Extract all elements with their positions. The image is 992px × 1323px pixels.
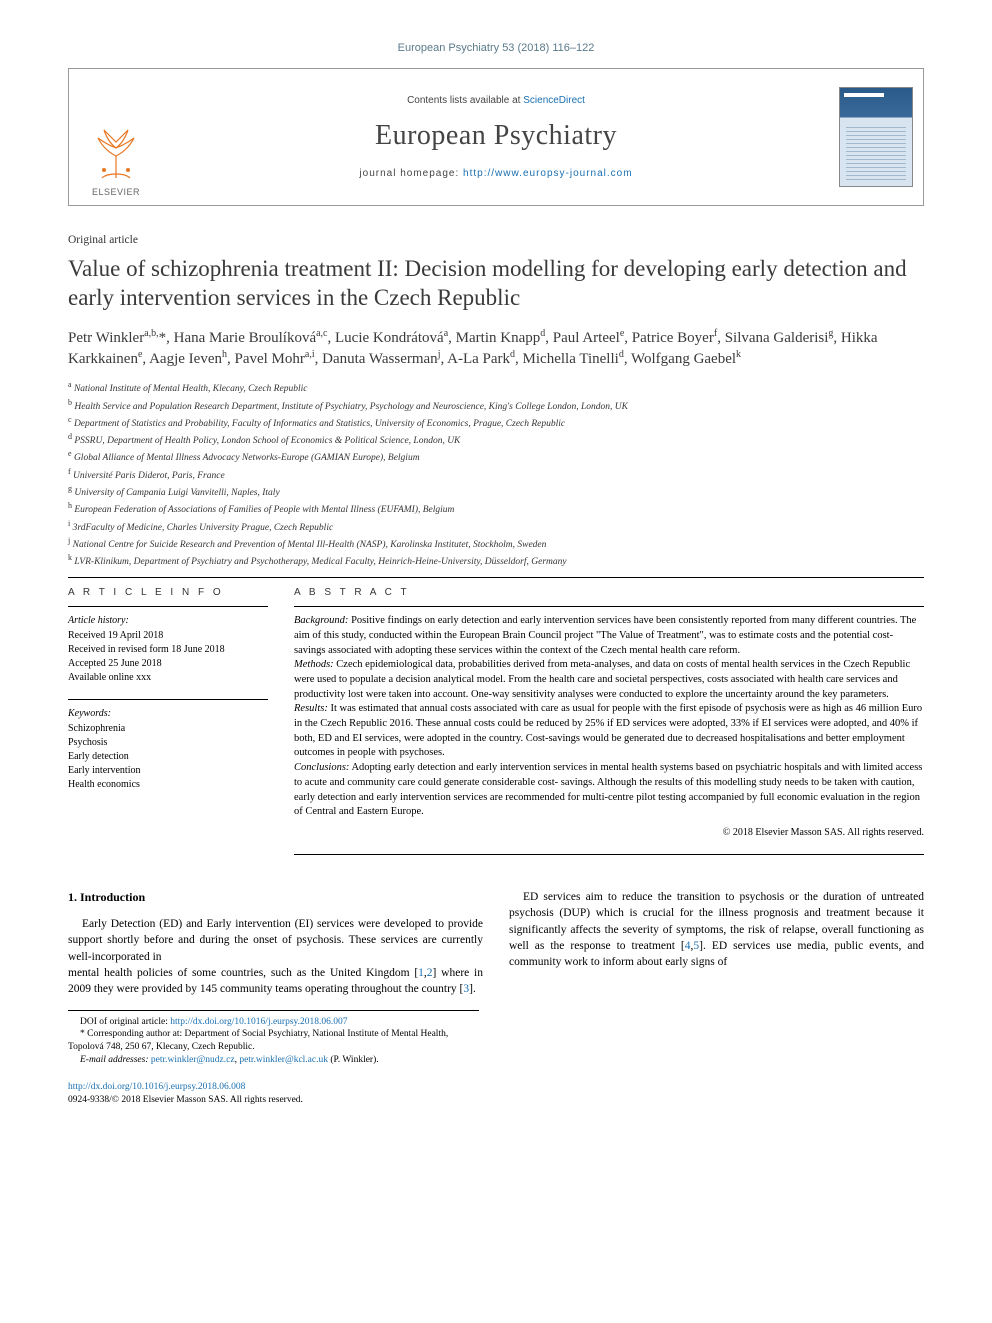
section-title: Introduction <box>77 890 145 904</box>
body-columns: 1. Introduction Early Detection (ED) and… <box>68 889 924 998</box>
journal-cover-thumbnail <box>839 87 913 187</box>
keyword: Early intervention <box>68 764 268 778</box>
page: European Psychiatry 53 (2018) 116–122 EL… <box>0 0 992 1137</box>
affiliation-line: g University of Campania Luigi Vanvitell… <box>68 483 924 500</box>
abstract-copyright: © 2018 Elsevier Masson SAS. All rights r… <box>294 826 924 840</box>
email-line: E-mail addresses: petr.winkler@nudz.cz, … <box>68 1054 479 1067</box>
article-history-block: Article history: Received 19 April 2018 … <box>68 606 268 685</box>
keyword: Health economics <box>68 778 268 792</box>
article-info-column: A R T I C L E I N F O Article history: R… <box>68 586 268 855</box>
affiliation-line: i 3rdFaculty of Medicine, Charles Univer… <box>68 518 924 535</box>
journal-name: European Psychiatry <box>375 120 617 152</box>
affiliation-line: j National Centre for Suicide Research a… <box>68 535 924 552</box>
corresponding-author: * Corresponding author at: Department of… <box>68 1028 479 1054</box>
article-title: Value of schizophrenia treatment II: Dec… <box>68 254 924 313</box>
info-abstract-row: A R T I C L E I N F O Article history: R… <box>68 586 924 855</box>
contents-prefix: Contents lists available at <box>407 95 523 106</box>
article-type: Original article <box>68 234 924 246</box>
affiliation-line: e Global Alliance of Mental Illness Advo… <box>68 448 924 465</box>
body-paragraph: ED services aim to reduce the transition… <box>509 889 924 971</box>
section-num: 1. <box>68 890 77 904</box>
email-link[interactable]: petr.winkler@nudz.cz <box>151 1055 235 1065</box>
keywords-block: Keywords: Schizophrenia Psychosis Early … <box>68 699 268 792</box>
publisher-name: ELSEVIER <box>92 187 140 197</box>
abstract-background: Background: Positive findings on early d… <box>294 614 924 658</box>
section-heading: 1. Introduction <box>68 889 483 906</box>
page-footer: http://dx.doi.org/10.1016/j.eurpsy.2018.… <box>68 1081 924 1108</box>
journal-reference: European Psychiatry 53 (2018) 116–122 <box>68 42 924 54</box>
elsevier-tree-icon <box>84 120 148 184</box>
publisher-logo-block: ELSEVIER <box>69 69 163 205</box>
sciencedirect-link[interactable]: ScienceDirect <box>523 95 585 106</box>
homepage-link[interactable]: http://www.europsy-journal.com <box>463 168 633 179</box>
history-line: Received 19 April 2018 <box>68 629 268 643</box>
email-label: E-mail addresses: <box>80 1055 149 1065</box>
affiliation-line: b Health Service and Population Research… <box>68 397 924 414</box>
abstract-conclusions: Conclusions: Adopting early detection an… <box>294 761 924 820</box>
email-suffix: (P. Winkler). <box>328 1055 379 1065</box>
homepage-line: journal homepage: http://www.europsy-jou… <box>359 168 632 179</box>
affiliation-line: k LVR-Klinikum, Department of Psychiatry… <box>68 552 924 569</box>
abstract-column: A B S T R A C T Background: Positive fin… <box>294 586 924 855</box>
affiliation-line: a National Institute of Mental Health, K… <box>68 379 924 396</box>
history-label: Article history: <box>68 614 268 628</box>
keyword: Early detection <box>68 750 268 764</box>
header-center: Contents lists available at ScienceDirec… <box>163 69 829 205</box>
history-line: Accepted 25 June 2018 <box>68 657 268 671</box>
abstract-bg-label: Background: <box>294 615 348 626</box>
affiliation-line: c Department of Statistics and Probabili… <box>68 414 924 431</box>
history-line: Available online xxx <box>68 671 268 685</box>
homepage-prefix: journal homepage: <box>359 168 463 179</box>
abstract-heading: A B S T R A C T <box>294 586 924 600</box>
issn-copyright: 0924-9338/© 2018 Elsevier Masson SAS. Al… <box>68 1094 924 1107</box>
abstract-results: Results: It was estimated that annual co… <box>294 702 924 761</box>
abstract-concl-text: Adopting early detection and early inter… <box>294 762 922 817</box>
abstract-bg-text: Positive findings on early detection and… <box>294 615 916 655</box>
rule <box>294 854 924 855</box>
footnotes: DOI of original article: http://dx.doi.o… <box>68 1010 479 1067</box>
abstract-results-label: Results: <box>294 703 328 714</box>
affiliation-line: f Université Paris Diderot, Paris, Franc… <box>68 466 924 483</box>
affiliation-line: h European Federation of Associations of… <box>68 500 924 517</box>
doi-label: DOI of original article: <box>80 1017 170 1027</box>
abstract-text: Background: Positive findings on early d… <box>294 606 924 840</box>
abstract-methods-label: Methods: <box>294 659 334 670</box>
affiliations-list: a National Institute of Mental Health, K… <box>68 379 924 569</box>
journal-header: ELSEVIER Contents lists available at Sci… <box>68 68 924 206</box>
email-link[interactable]: petr.winkler@kcl.ac.uk <box>239 1055 328 1065</box>
article-info-heading: A R T I C L E I N F O <box>68 586 268 600</box>
cover-thumb-block <box>829 69 923 205</box>
body-paragraph: Early Detection (ED) and Early intervent… <box>68 916 483 965</box>
history-line: Received in revised form 18 June 2018 <box>68 643 268 657</box>
doi-original-link[interactable]: http://dx.doi.org/10.1016/j.eurpsy.2018.… <box>170 1017 347 1027</box>
body-paragraph: mental health policies of some countries… <box>68 965 483 998</box>
authors-list: Petr Winklera,b,*, Hana Marie Broulíková… <box>68 327 924 370</box>
doi-original: DOI of original article: http://dx.doi.o… <box>68 1016 479 1029</box>
abstract-concl-label: Conclusions: <box>294 762 349 773</box>
affiliation-line: d PSSRU, Department of Health Policy, Lo… <box>68 431 924 448</box>
abstract-methods: Methods: Czech epidemiological data, pro… <box>294 658 924 702</box>
body-text: ]. <box>469 983 476 995</box>
abstract-methods-text: Czech epidemiological data, probabilitie… <box>294 659 910 699</box>
keyword: Schizophrenia <box>68 722 268 736</box>
keyword: Psychosis <box>68 736 268 750</box>
contents-available-line: Contents lists available at ScienceDirec… <box>407 95 585 106</box>
body-text: mental health policies of some countries… <box>68 967 418 979</box>
keywords-label: Keywords: <box>68 707 268 721</box>
abstract-results-text: It was estimated that annual costs assoc… <box>294 703 922 758</box>
rule <box>68 577 924 578</box>
article-doi-link[interactable]: http://dx.doi.org/10.1016/j.eurpsy.2018.… <box>68 1082 245 1092</box>
